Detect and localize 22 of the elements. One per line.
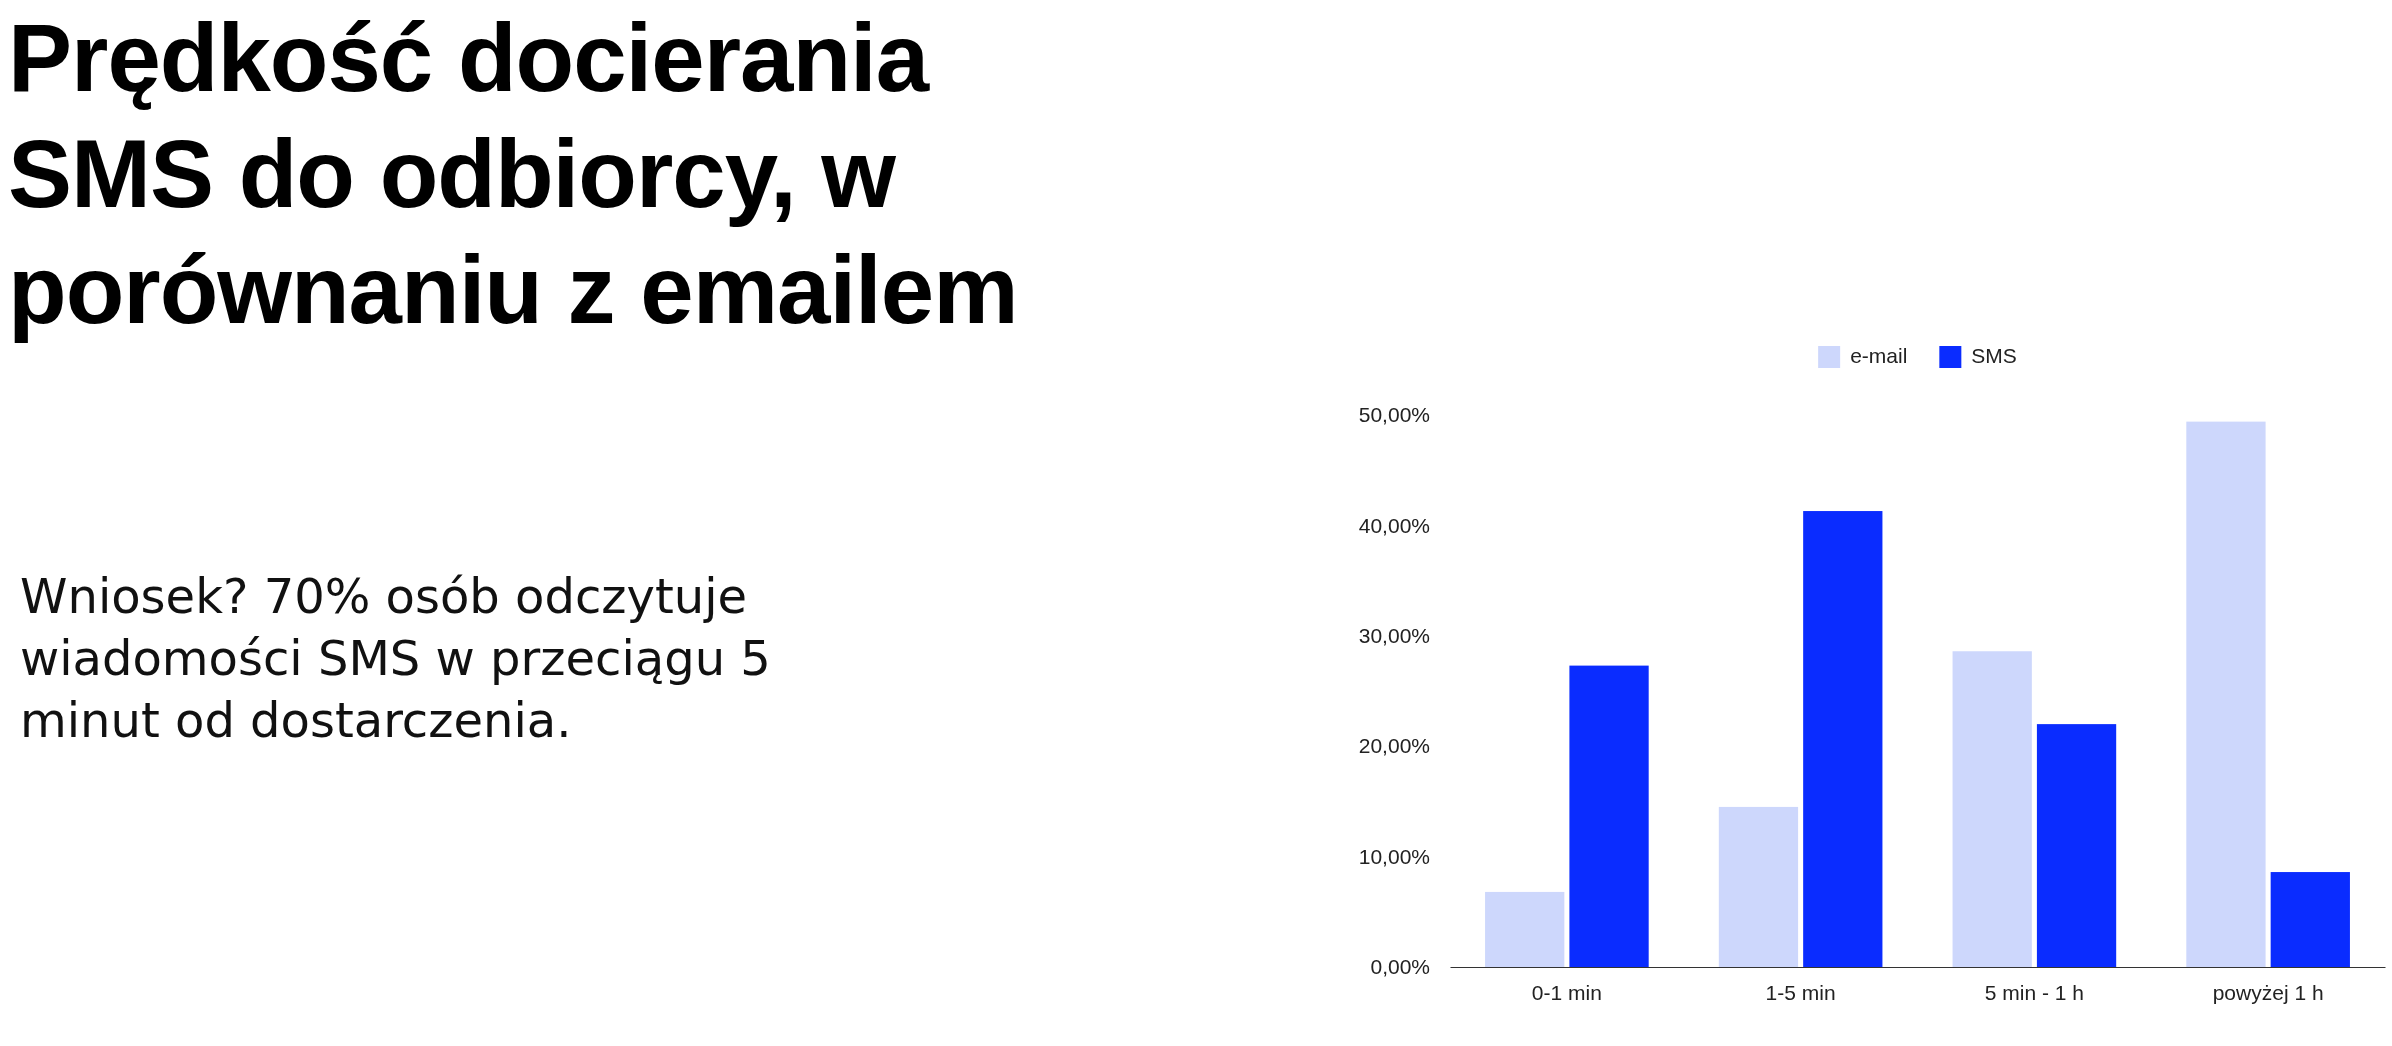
bar: [1952, 651, 2032, 967]
x-tick-label: 5 min - 1 h: [1984, 980, 2084, 1004]
bar: [1803, 511, 1883, 967]
text: Wniosek? 70% osób odczytuje wiadomości SMS w przeciągu 5 minut od dostarczenia.: [20, 567, 772, 750]
bar: [2036, 724, 2117, 967]
bar: [1485, 891, 1565, 967]
bar: [2186, 421, 2266, 967]
x-tick-label: 0-1 min: [1531, 980, 1602, 1004]
bar: [1718, 806, 1799, 967]
text: Prędkość docierania SMS do odbiorcy, w porównaniu z emailem: [8, 3, 1019, 345]
legend-label: SMS: [1971, 344, 2017, 367]
x-tick-label: powyżej 1 h: [2212, 980, 2324, 1004]
x-tick-label: 1-5 min: [1765, 980, 1836, 1004]
y-tick-label: 40,00%: [1358, 513, 1430, 537]
y-tick-label: 30,00%: [1358, 624, 1430, 648]
y-tick-label: 10,00%: [1358, 844, 1430, 868]
y-tick-label: 0,00%: [1370, 955, 1430, 979]
legend-label: e-mail: [1850, 344, 1908, 367]
bar: [1569, 665, 1649, 967]
y-tick-label: 20,00%: [1358, 734, 1430, 758]
y-tick-label: 50,00%: [1358, 403, 1430, 427]
bar: [2270, 872, 2350, 967]
